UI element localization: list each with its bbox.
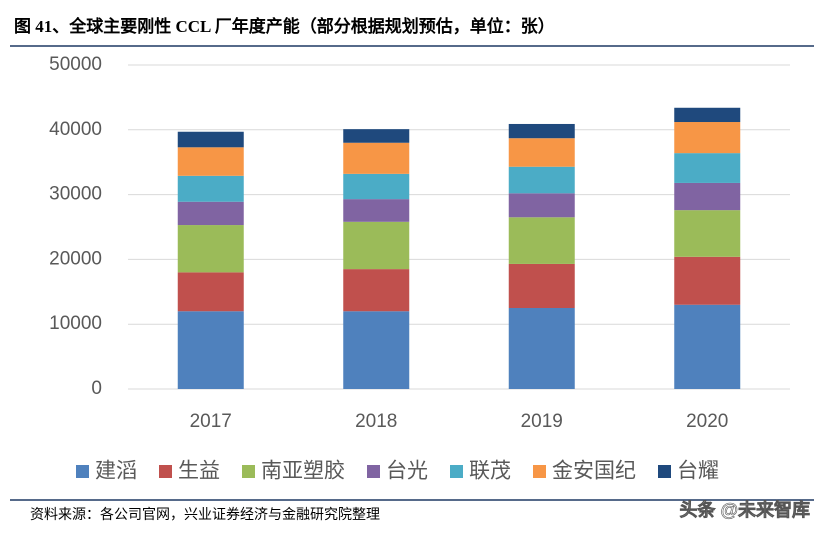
bar-segment (674, 304, 741, 389)
bar-segment (177, 175, 244, 202)
watermark: 头条 @未来智库 (679, 499, 810, 520)
bar-segment (508, 308, 575, 389)
legend-swatch (242, 465, 255, 478)
y-tick-label: 40000 (49, 119, 102, 140)
bar-segment (177, 225, 244, 273)
y-tick-label: 20000 (49, 248, 102, 269)
legend-label: 南亚塑胶 (261, 460, 345, 483)
bar-segment (508, 138, 575, 167)
bar-segment (177, 272, 244, 312)
bar-segment (674, 107, 741, 123)
x-tick-label: 2020 (686, 411, 728, 432)
bar-segment (674, 153, 741, 183)
bar-segment (674, 210, 741, 257)
bar-segment (343, 311, 410, 389)
legend-label: 生益 (178, 460, 220, 483)
bar-segment (674, 122, 741, 154)
legend-swatch (159, 465, 172, 478)
bar-segment (508, 123, 575, 139)
source: 资料来源：各公司官网，兴业证券经济与金融研究院整理 (30, 507, 380, 523)
chart-title: 图 41、全球主要刚性 CCL 厂年度产能（部分根据规划预估，单位：张） (14, 16, 555, 36)
bar-segment (508, 263, 575, 308)
legend-label: 建滔 (95, 460, 137, 483)
bar-segment (177, 201, 244, 226)
bar-segment (343, 269, 410, 312)
bar-segment (508, 193, 575, 218)
legend-swatch (450, 465, 463, 478)
bar-segment (343, 199, 410, 222)
legend-label: 台光 (386, 460, 428, 483)
bar-segment (343, 173, 410, 200)
bar-segment (177, 311, 244, 389)
legend-label: 金安国纪 (552, 460, 636, 483)
bar-segment (508, 166, 575, 194)
bar-segment (674, 182, 741, 211)
bar-segment (508, 217, 575, 264)
x-tick-label: 2018 (355, 411, 397, 432)
legend-swatch (367, 465, 380, 478)
y-tick-label: 30000 (49, 184, 102, 205)
x-tick-label: 2019 (521, 411, 563, 432)
y-tick-label: 50000 (49, 54, 102, 75)
legend-swatch (658, 465, 671, 478)
bar-segment (177, 147, 244, 176)
y-tick-label: 0 (91, 378, 102, 399)
y-tick-label: 10000 (49, 313, 102, 334)
bar-segment (343, 142, 410, 174)
legend-label: 台耀 (677, 460, 719, 483)
x-tick-label: 2017 (190, 411, 232, 432)
legend-swatch (76, 465, 89, 478)
legend-swatch (533, 465, 546, 478)
bar-segment (674, 256, 741, 305)
bar-segment (177, 131, 244, 148)
bar-segment (343, 221, 410, 270)
legend-label: 联茂 (469, 460, 511, 483)
bar-segment (343, 129, 410, 143)
